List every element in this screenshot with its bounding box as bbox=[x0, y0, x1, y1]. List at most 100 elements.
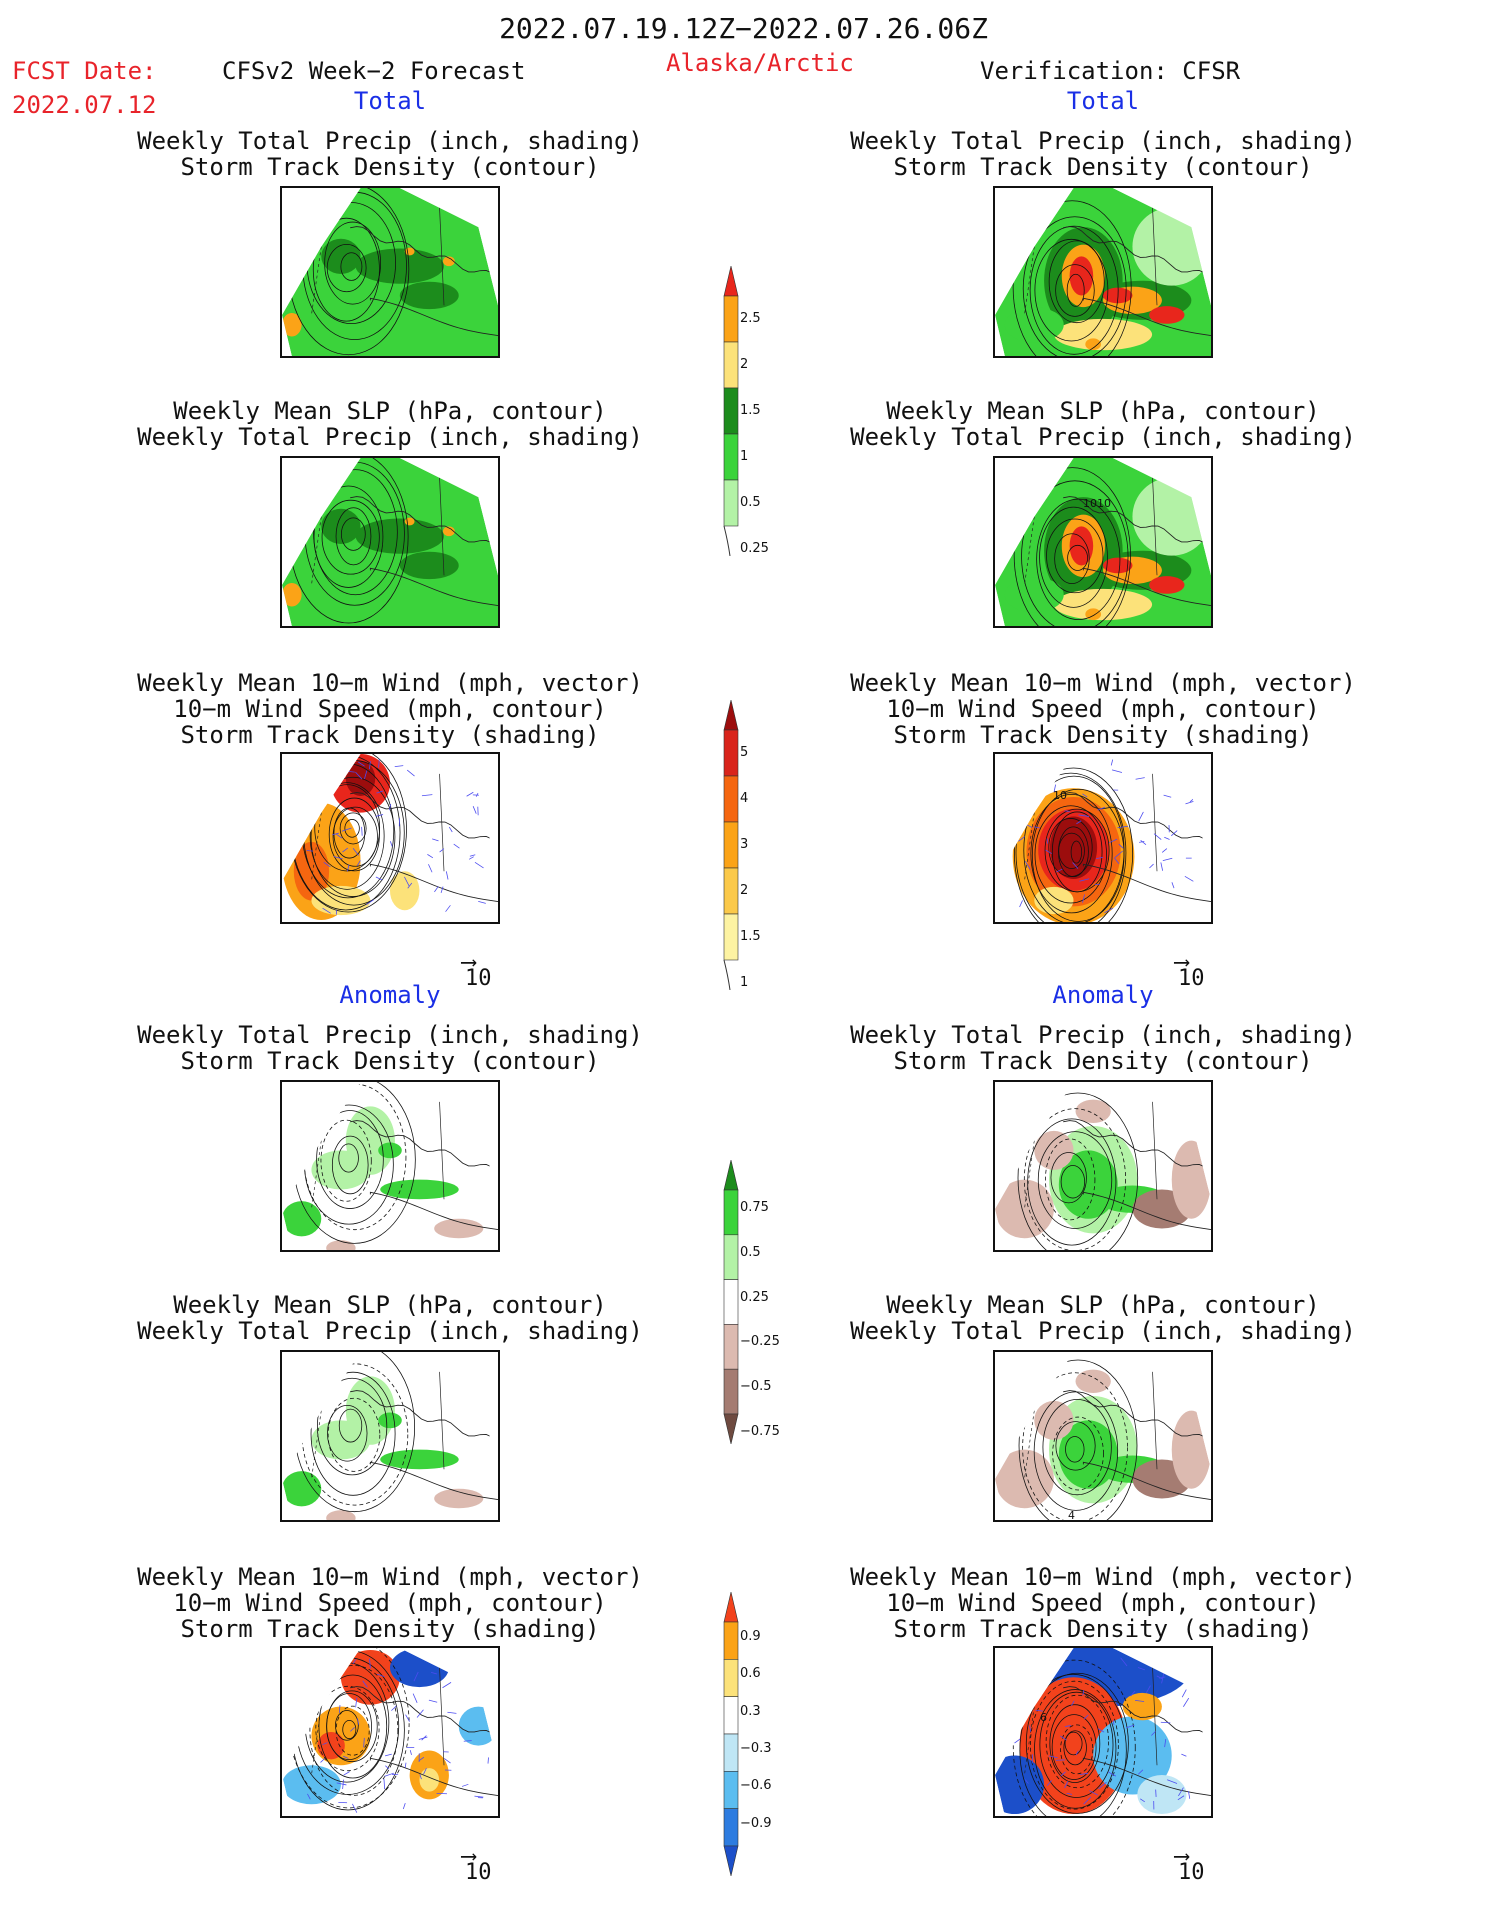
contour-line bbox=[309, 1665, 399, 1796]
coastline bbox=[1082, 863, 1211, 902]
coastline bbox=[350, 1120, 498, 1173]
contour-line bbox=[1044, 808, 1110, 893]
colorbar-tick-label: −0.75 bbox=[740, 1423, 780, 1439]
wind-vector bbox=[338, 1705, 341, 1714]
colorbar-tick-label: −0.5 bbox=[740, 1379, 772, 1395]
wind-vector bbox=[423, 1767, 427, 1775]
wind-vector bbox=[384, 1753, 392, 1757]
coastline bbox=[350, 496, 498, 549]
contour-line bbox=[342, 1719, 357, 1740]
shaded-region bbox=[995, 1179, 1054, 1239]
contour-line bbox=[1060, 1724, 1094, 1775]
wind-vector bbox=[419, 1774, 422, 1780]
shaded-region bbox=[326, 1240, 356, 1250]
contour-line bbox=[338, 1408, 363, 1443]
section-total-left: Total bbox=[353, 87, 427, 115]
wind-vector bbox=[1113, 857, 1120, 864]
wind-vector bbox=[1160, 862, 1164, 871]
wind-vector bbox=[1177, 1795, 1185, 1801]
shaded-region bbox=[1053, 318, 1153, 351]
coastline bbox=[369, 1757, 498, 1796]
wind-vector bbox=[1097, 1728, 1105, 1733]
title-r3-line3: Storm Track Density (shading) bbox=[893, 721, 1313, 749]
wind-vector bbox=[404, 1762, 407, 1768]
vector-ref-arrow-icon: ⟶ bbox=[1175, 950, 1189, 975]
vector-ref-arrow-icon: ⟶ bbox=[1175, 1844, 1189, 1869]
wind-vector bbox=[369, 1658, 371, 1669]
title-l1-line1: Weekly Total Precip (inch, shading) bbox=[137, 127, 643, 155]
shaded-region bbox=[282, 1471, 322, 1507]
title-r5-line2: Weekly Total Precip (inch, shading) bbox=[850, 1317, 1356, 1345]
coastline bbox=[369, 863, 498, 902]
wind-vector bbox=[1083, 1714, 1089, 1720]
verification-column-title: Verification: CFSR bbox=[980, 57, 1241, 85]
wind-vector bbox=[443, 1758, 451, 1764]
title-r6-line2: 10−m Wind Speed (mph, contour) bbox=[886, 1589, 1320, 1617]
wind-vector bbox=[385, 1765, 390, 1770]
vector-ref-label: 10 bbox=[1178, 966, 1205, 991]
shaded-region bbox=[282, 583, 302, 607]
contour-line bbox=[339, 812, 367, 845]
wind-vector bbox=[1045, 849, 1052, 854]
shaded-region bbox=[311, 885, 371, 916]
wind-vector bbox=[1027, 824, 1033, 828]
coastline bbox=[1082, 1461, 1211, 1500]
colorbar-tick-label: 0.9 bbox=[740, 1628, 761, 1644]
wind-vector bbox=[453, 843, 460, 849]
wind-vector bbox=[364, 770, 368, 780]
contour-line bbox=[1039, 1691, 1114, 1798]
anom-contour-label-4: 4 bbox=[1068, 1509, 1075, 1522]
title-l6-line3: Storm Track Density (shading) bbox=[180, 1615, 600, 1643]
wind-vector bbox=[405, 1714, 410, 1722]
map-verif-anom-wind-storm bbox=[993, 1646, 1213, 1818]
contour-line bbox=[327, 1397, 381, 1472]
wind-vector bbox=[404, 876, 410, 887]
shaded-region bbox=[419, 1768, 440, 1792]
wind-vector bbox=[416, 1709, 424, 1718]
shaded-region bbox=[1004, 307, 1064, 343]
wind-vector bbox=[352, 1803, 358, 1813]
slp-contour-label: 1010 bbox=[1083, 497, 1111, 510]
wind-vector bbox=[1130, 1690, 1136, 1697]
contour-line bbox=[321, 499, 380, 575]
vector-ref-arrow-icon: ⟶ bbox=[462, 950, 476, 975]
wind-vector bbox=[1071, 1700, 1075, 1706]
colorbar-tick-label: 0.25 bbox=[740, 1289, 769, 1305]
contour-line bbox=[1034, 238, 1109, 342]
title-l2-line1: Weekly Mean SLP (hPa, contour) bbox=[173, 397, 607, 425]
shaded-region bbox=[378, 1142, 402, 1159]
colorbar-tick-label: 0.6 bbox=[740, 1666, 761, 1682]
contour-line bbox=[1070, 840, 1083, 864]
wind-vector bbox=[333, 855, 343, 860]
title-r4-line1: Weekly Total Precip (inch, shading) bbox=[850, 1021, 1356, 1049]
title-r1-line2: Storm Track Density (contour) bbox=[893, 153, 1313, 181]
region-title: Alaska/Arctic bbox=[666, 49, 854, 77]
colorbar-tick-label: 3 bbox=[740, 837, 749, 852]
colorbar-tick-label: 0.25 bbox=[740, 541, 769, 556]
contour-line bbox=[1067, 544, 1088, 571]
contour-line bbox=[1039, 506, 1108, 608]
shaded-region bbox=[1053, 588, 1153, 621]
wind-vector bbox=[1064, 1725, 1071, 1727]
wind-vector bbox=[378, 758, 380, 768]
colorbar-tick-label: 5 bbox=[740, 745, 749, 760]
wind-vector bbox=[478, 901, 486, 904]
wind-vector bbox=[1019, 900, 1023, 908]
vector-ref-label: 10 bbox=[1178, 1860, 1205, 1885]
wind-vector bbox=[1083, 1796, 1092, 1805]
wind-vector bbox=[472, 806, 477, 814]
map-fcst-anom-slp-precip bbox=[280, 1350, 500, 1522]
contour-line bbox=[1013, 767, 1134, 922]
contour-line bbox=[318, 1674, 388, 1779]
coastline bbox=[369, 567, 498, 606]
shaded-region bbox=[1085, 608, 1102, 621]
title-r6-line3: Storm Track Density (shading) bbox=[893, 1615, 1313, 1643]
map-fcst-anom-precip-storm bbox=[280, 1080, 500, 1252]
wind-vector bbox=[1089, 1790, 1098, 1796]
shaded-region bbox=[1085, 338, 1102, 351]
wind-vector bbox=[356, 860, 361, 867]
wind-vector bbox=[376, 790, 384, 794]
vector-ref-label: 10 bbox=[465, 966, 492, 991]
shaded-region bbox=[1069, 256, 1094, 296]
coastline bbox=[1063, 226, 1211, 279]
